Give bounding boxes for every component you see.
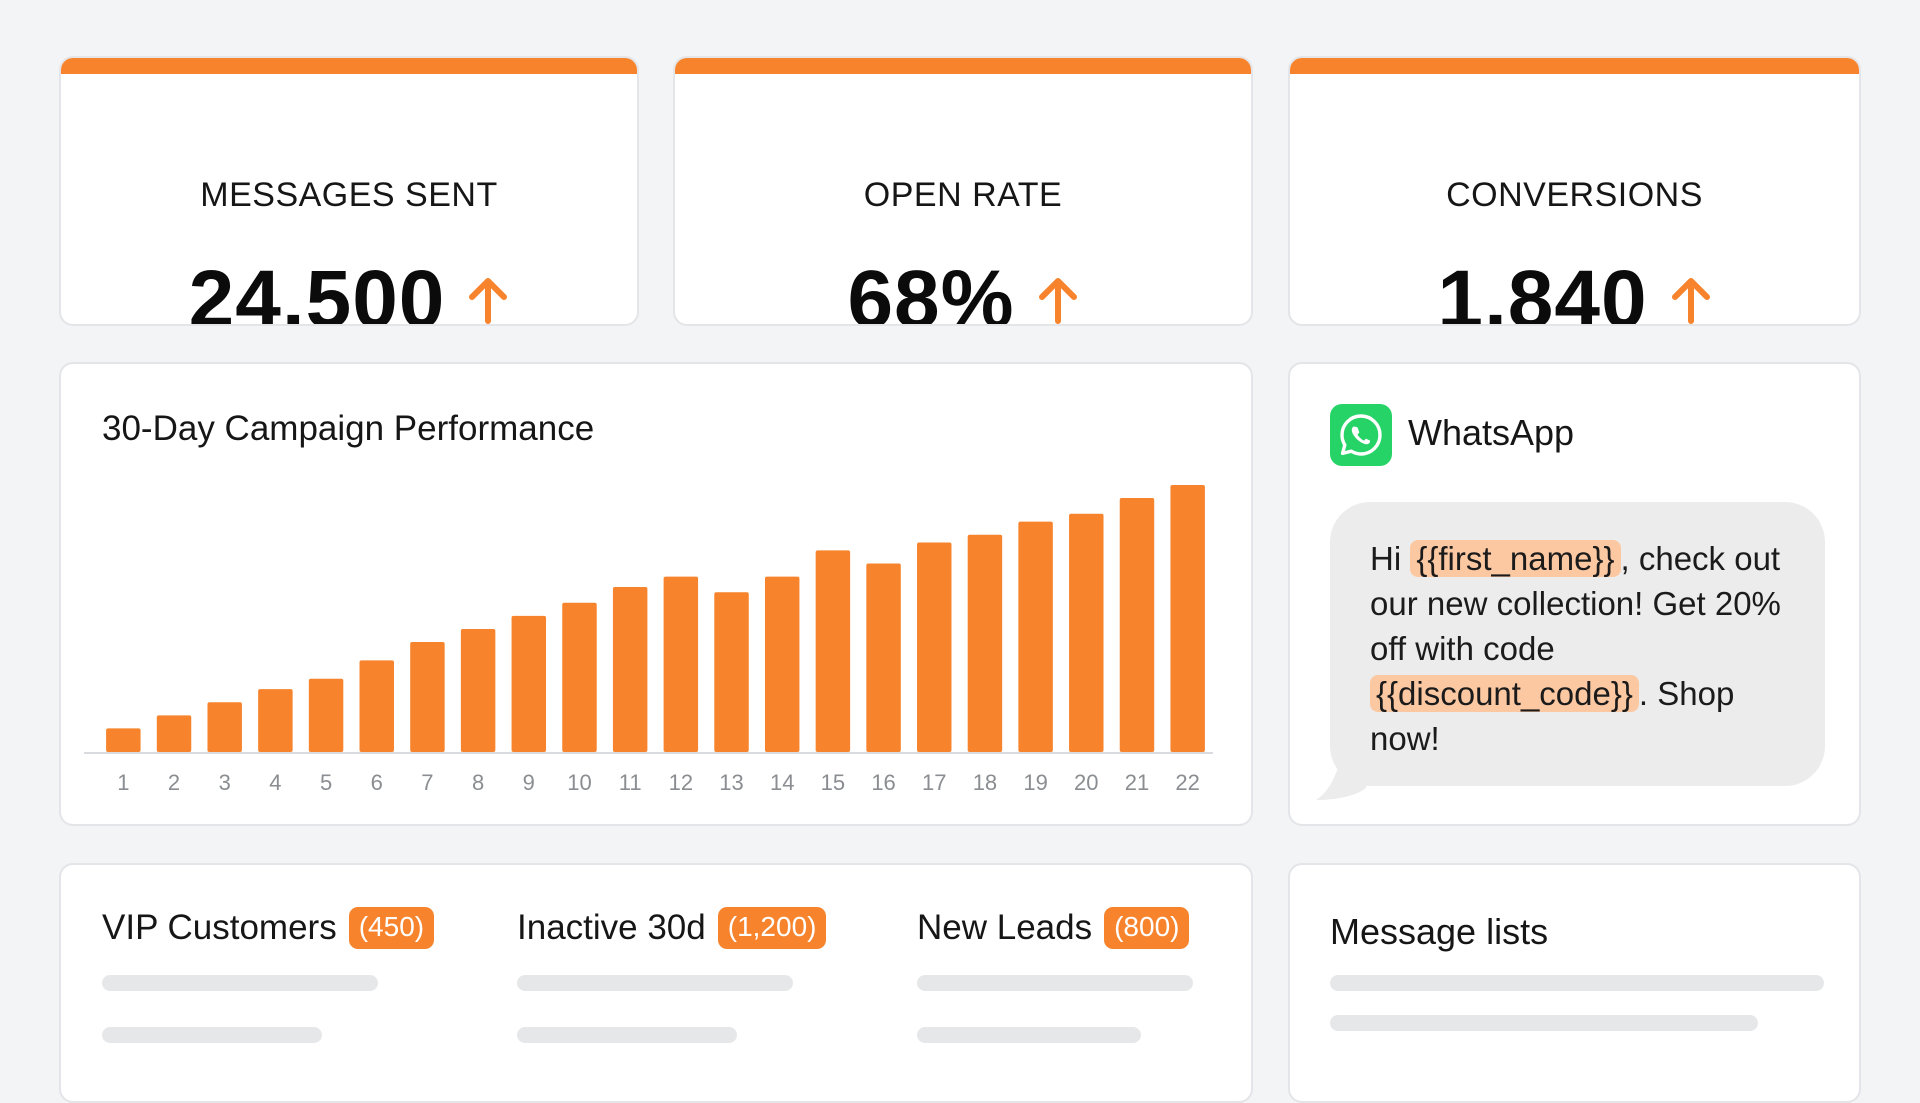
chart-bar [258,689,293,752]
x-tick-label: 3 [219,770,231,795]
segment-new-leads[interactable]: New Leads (800) [917,907,1190,949]
chart-bar [967,534,1003,752]
x-tick-label: 12 [669,770,693,795]
x-tick-label: 14 [770,770,794,795]
stat-label: MESSAGES SENT [200,176,498,214]
chart-bar [1069,513,1104,752]
segment-name: VIP Customers [102,908,337,947]
chart-bar [308,678,344,752]
x-tick-label: 11 [619,770,642,795]
x-tick-label: 20 [1074,770,1098,795]
placeholder-line [102,975,378,991]
x-tick-label: 15 [821,770,845,795]
segment-count-badge: (800) [1104,907,1190,949]
x-tick-label: 8 [472,770,484,795]
placeholder-line [1330,1015,1758,1031]
x-tick-label: 2 [168,770,180,795]
up-arrow-icon [1038,278,1077,324]
segment-name: New Leads [917,908,1093,947]
up-arrow-icon [1671,278,1710,324]
message-text: . Shop now! [1370,675,1735,757]
placeholder-line [917,975,1193,991]
chart-bar [1170,484,1205,752]
chart-bar [106,728,141,752]
whatsapp-preview-card: WhatsApp Hi {{first_name}}, check out ou… [1288,362,1861,826]
chart-bar [1018,521,1053,752]
message-text: , check out our new collection! Get 20% … [1370,540,1781,667]
campaign-performance-card: 30-Day Campaign Performance 1 2 3 4 5 6 7 8 9 10 1… [59,362,1253,826]
chart-bar [663,576,699,752]
stat-value: 68% [847,254,1015,326]
audience-segments-card: VIP Customers (450) Inactive 30d (1,200)… [59,863,1253,1103]
placeholder-line [517,975,793,991]
message-lists-title: Message lists [1330,911,1549,952]
stat-card-open-rate: OPEN RATE 68% [673,56,1253,326]
channel-name: WhatsApp [1408,412,1575,453]
chart-bar [917,542,952,752]
segment-count-badge: (1,200) [717,907,827,949]
chart-bar [207,702,242,752]
chart-bar [815,550,851,752]
placeholder-line [517,1027,737,1043]
chart-bar [156,715,192,752]
x-tick-label: 19 [1023,770,1047,795]
message-lists-card: Message lists [1288,863,1861,1103]
stat-value: 1,840 [1437,254,1648,326]
variable-tag-first-name: {{first_name}} [1410,540,1621,577]
chart-bar [460,628,496,752]
x-tick-label: 13 [719,770,743,795]
x-tick-label: 7 [421,770,433,795]
x-tick-label: 1 [117,770,129,795]
chart-title: 30-Day Campaign Performance [102,409,595,448]
whatsapp-logo-icon [1330,404,1392,466]
placeholder-line [102,1027,322,1043]
chart-bar [612,587,648,752]
x-tick-label: 22 [1175,770,1199,795]
placeholder-line [1330,975,1824,991]
stat-card-messages-sent: MESSAGES SENT 24,500 [59,56,639,326]
x-tick-label: 21 [1125,770,1149,795]
x-tick-label: 17 [922,770,946,795]
message-text: Hi [1370,540,1411,577]
stat-label: CONVERSIONS [1446,176,1703,214]
chart-bar [359,660,394,752]
chart-bar [410,642,445,752]
stat-accent-bar [1290,58,1859,74]
x-tick-label: 16 [871,770,895,795]
x-tick-label: 4 [269,770,281,795]
message-bubble: Hi {{first_name}}, check out our new col… [1330,502,1825,786]
variable-tag-discount-code: {{discount_code}} [1370,675,1639,712]
segment-count-badge: (450) [348,907,435,949]
stat-accent-bar [675,58,1251,74]
x-tick-label: 6 [371,770,383,795]
x-tick-label: 10 [567,770,591,795]
stat-value: 24,500 [188,254,446,326]
up-arrow-icon [469,278,508,324]
chart-bar [764,576,800,752]
segment-inactive-30d[interactable]: Inactive 30d (1,200) [517,907,827,949]
chart-bar [1119,498,1155,752]
segment-vip-customers[interactable]: VIP Customers (450) [102,907,435,949]
stat-label: OPEN RATE [863,176,1063,214]
stat-accent-bar [61,58,637,74]
chart-bar [562,602,597,752]
campaign-bar-chart: 1 2 3 4 5 6 7 8 9 10 11 12 13 14 15 16 17 18 19 20 21 22 [84,484,1213,795]
stat-card-conversions: CONVERSIONS 1,840 [1288,56,1861,326]
x-tick-label: 18 [973,770,997,795]
chart-bar [511,615,547,752]
chart-bar [866,563,901,752]
x-tick-label: 5 [320,770,332,795]
placeholder-line [917,1027,1141,1043]
x-tick-label: 9 [523,770,535,795]
segment-name: Inactive 30d [517,908,706,947]
chart-bar [714,592,749,752]
